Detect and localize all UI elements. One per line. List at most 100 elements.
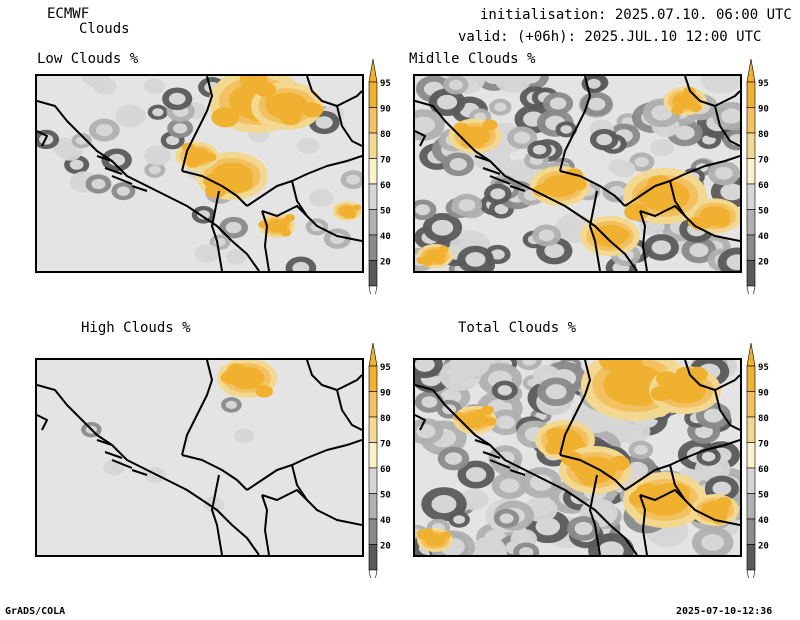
colorbar-segment (368, 260, 378, 287)
cloud-high-blob (717, 497, 732, 508)
colorbar-segment (746, 365, 756, 392)
boundary-line (181, 170, 248, 207)
boundary-line (559, 76, 591, 172)
boundary-line (37, 100, 260, 271)
cloud-blob (225, 400, 238, 410)
cloud-blob (563, 220, 586, 237)
cloud-blob (166, 135, 180, 146)
cloud-blob (122, 109, 140, 123)
cloud-blob (458, 198, 476, 212)
cloud-high-blob (353, 204, 362, 211)
cloud-high-blob (452, 412, 466, 422)
colorbar-level-label: 60 (758, 181, 769, 191)
boundary-line (306, 76, 362, 107)
colorbar-level-label: 60 (380, 181, 391, 191)
boundary-line (37, 384, 260, 555)
colorbar-segment (746, 467, 756, 494)
cloud-blob (721, 108, 740, 124)
boundary-line (714, 389, 740, 431)
boundary-line (291, 464, 362, 526)
panel-title-low: Low Clouds % (37, 51, 139, 67)
colorbar-segment (368, 183, 378, 210)
colorbar-level-label: 40 (380, 232, 391, 242)
colorbar-segment (368, 544, 378, 571)
cloud-blob (108, 463, 120, 472)
cloud-blob (516, 533, 532, 545)
cloud-cover-layer (415, 76, 740, 271)
colorbar-high: 95 90 80 70 60 50 40 20 (364, 343, 394, 578)
cloud-blob (701, 534, 725, 551)
cloud-blob (200, 248, 215, 259)
cloud-high-blob (650, 386, 672, 402)
cloud-blob (253, 131, 265, 140)
colorbar-arrow-top (746, 343, 756, 367)
cloud-blob (535, 517, 561, 536)
boundary-line (336, 105, 362, 147)
cloud-blob (634, 156, 649, 168)
model-label: ECMWF (47, 6, 90, 22)
colorbar-segment (368, 365, 378, 392)
cloud-high-blob (453, 122, 469, 134)
cloud-blob (230, 252, 242, 261)
boundary-line (306, 360, 362, 391)
cloud-blob (329, 233, 345, 245)
boundary-line (415, 414, 426, 431)
boundary-line (624, 439, 740, 491)
boundary-line (489, 175, 511, 185)
colorbar-segment (368, 234, 378, 261)
cloud-blob (587, 78, 601, 89)
colorbar-segment (368, 442, 378, 469)
boundary-line (559, 360, 591, 456)
cloud-high-blob (284, 214, 296, 222)
cloud-blob (545, 384, 567, 400)
cloud-blob (149, 165, 161, 175)
cloud-high-blob (612, 360, 644, 378)
colorbar-segment (746, 518, 756, 545)
cloud-high-blob (483, 417, 497, 427)
cloud-blob (531, 502, 550, 517)
map-boundaries (415, 360, 740, 555)
boundary-line (261, 494, 270, 555)
cloud-blob (302, 141, 315, 151)
colorbar-segment (746, 391, 756, 418)
colorbar-total: 95 90 80 70 60 50 40 20 (742, 343, 772, 578)
cloud-blob (98, 81, 112, 91)
colorbar-segment (746, 132, 756, 159)
boundary-line (714, 105, 740, 147)
colorbar-segment (368, 518, 378, 545)
colorbar-level-label: 20 (380, 542, 391, 552)
cloud-high-blob (677, 94, 691, 104)
colorbar-arrow-bottom (746, 285, 756, 294)
cloud-blob (314, 193, 328, 203)
colorbar-segment (368, 158, 378, 185)
cloud-high-blob (434, 257, 445, 265)
colorbar-level-label: 60 (380, 465, 391, 475)
boundary-line (131, 469, 148, 476)
boundary-line (37, 130, 48, 147)
boundary-line (415, 384, 638, 555)
map-boundaries (415, 76, 740, 271)
cloud-blob (497, 385, 512, 396)
boundary-line (509, 469, 526, 476)
boundary-line (489, 459, 511, 469)
colorbar-level-label: 20 (758, 258, 769, 268)
colorbar-level-label: 80 (380, 130, 391, 140)
boundary-line (261, 489, 308, 501)
cloud-blob (431, 219, 454, 236)
cloud-blob (197, 210, 211, 220)
boundary-line (589, 190, 601, 271)
cloud-high-blob (416, 256, 428, 265)
cloud-high-blob (280, 110, 302, 126)
cloud-blob (710, 76, 733, 87)
cloud-blob (346, 174, 361, 185)
cloud-blob (448, 79, 463, 90)
cloud-high-blob (223, 368, 242, 382)
cloud-blob (494, 204, 509, 215)
cloud-blob (726, 254, 740, 271)
cloud-blob (415, 204, 431, 216)
cloud-blob (532, 144, 547, 155)
cloud-blob (513, 131, 531, 144)
colorbar-segment (746, 107, 756, 134)
product-label: Clouds (79, 21, 130, 37)
boundary-line (669, 180, 740, 242)
